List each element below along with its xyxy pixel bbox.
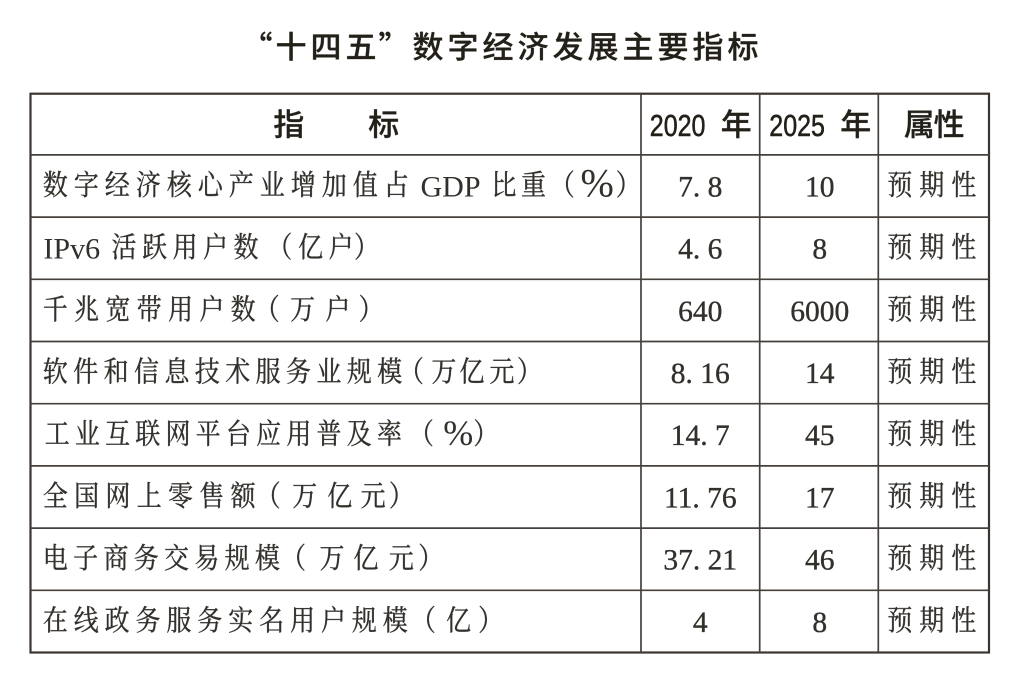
svg-text:4: 4 <box>693 607 708 639</box>
svg-text:640: 640 <box>678 296 722 328</box>
svg-text:14. 7: 14. 7 <box>671 420 730 452</box>
svg-text:2020: 2020 <box>650 109 706 143</box>
svg-text:8: 8 <box>812 607 827 639</box>
svg-text:2025: 2025 <box>769 109 825 143</box>
svg-text:8. 16: 8. 16 <box>671 358 730 390</box>
svg-text:46: 46 <box>805 545 835 577</box>
svg-text:14: 14 <box>805 358 835 390</box>
svg-text:10: 10 <box>805 171 835 203</box>
svg-text:6000: 6000 <box>790 296 849 328</box>
svg-text:37. 21: 37. 21 <box>663 545 737 577</box>
svg-text:4. 6: 4. 6 <box>678 234 722 266</box>
svg-text:%: % <box>581 160 614 205</box>
svg-text:11. 76: 11. 76 <box>664 482 737 514</box>
svg-text:8: 8 <box>812 234 827 266</box>
svg-text:IPv6: IPv6 <box>43 233 100 266</box>
svg-text:7. 8: 7. 8 <box>678 171 722 203</box>
svg-text:45: 45 <box>805 420 835 452</box>
svg-text:17: 17 <box>805 482 835 514</box>
svg-text:%: % <box>443 413 473 453</box>
svg-text:GDP: GDP <box>420 170 480 203</box>
